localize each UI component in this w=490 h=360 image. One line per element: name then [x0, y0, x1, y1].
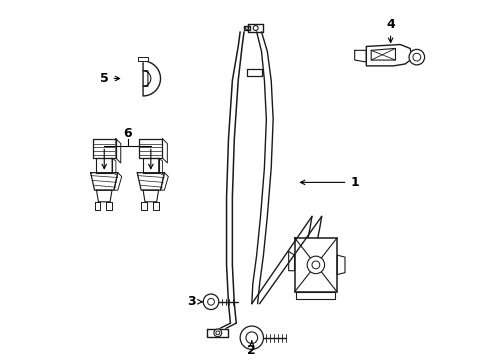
Polygon shape [93, 139, 116, 158]
Polygon shape [161, 173, 168, 190]
Polygon shape [139, 139, 163, 158]
Text: 3: 3 [187, 295, 202, 308]
Polygon shape [106, 202, 112, 210]
Circle shape [307, 256, 324, 274]
Polygon shape [159, 158, 163, 175]
Polygon shape [137, 173, 165, 190]
Polygon shape [294, 238, 337, 292]
Polygon shape [141, 202, 147, 210]
Polygon shape [143, 190, 159, 202]
Polygon shape [153, 202, 159, 210]
Text: 1: 1 [300, 176, 359, 189]
Polygon shape [248, 24, 264, 32]
Polygon shape [289, 251, 294, 271]
Text: 2: 2 [247, 341, 256, 357]
Text: 4: 4 [386, 18, 395, 42]
Polygon shape [95, 202, 100, 210]
Polygon shape [247, 69, 262, 76]
Text: 6: 6 [123, 127, 132, 140]
Polygon shape [367, 45, 413, 66]
Polygon shape [112, 158, 116, 175]
Polygon shape [163, 139, 168, 163]
Polygon shape [97, 158, 112, 173]
Polygon shape [114, 173, 122, 190]
Polygon shape [143, 158, 159, 173]
Circle shape [203, 294, 219, 310]
Polygon shape [296, 292, 335, 299]
Circle shape [214, 329, 221, 337]
Polygon shape [91, 173, 118, 190]
Circle shape [240, 326, 264, 349]
Polygon shape [97, 190, 112, 202]
Polygon shape [337, 255, 345, 275]
Circle shape [409, 49, 425, 65]
Polygon shape [244, 26, 250, 30]
Text: 5: 5 [100, 72, 120, 85]
Polygon shape [207, 329, 228, 337]
Polygon shape [116, 139, 121, 163]
Polygon shape [138, 57, 148, 61]
Polygon shape [355, 50, 367, 62]
Polygon shape [371, 48, 395, 60]
